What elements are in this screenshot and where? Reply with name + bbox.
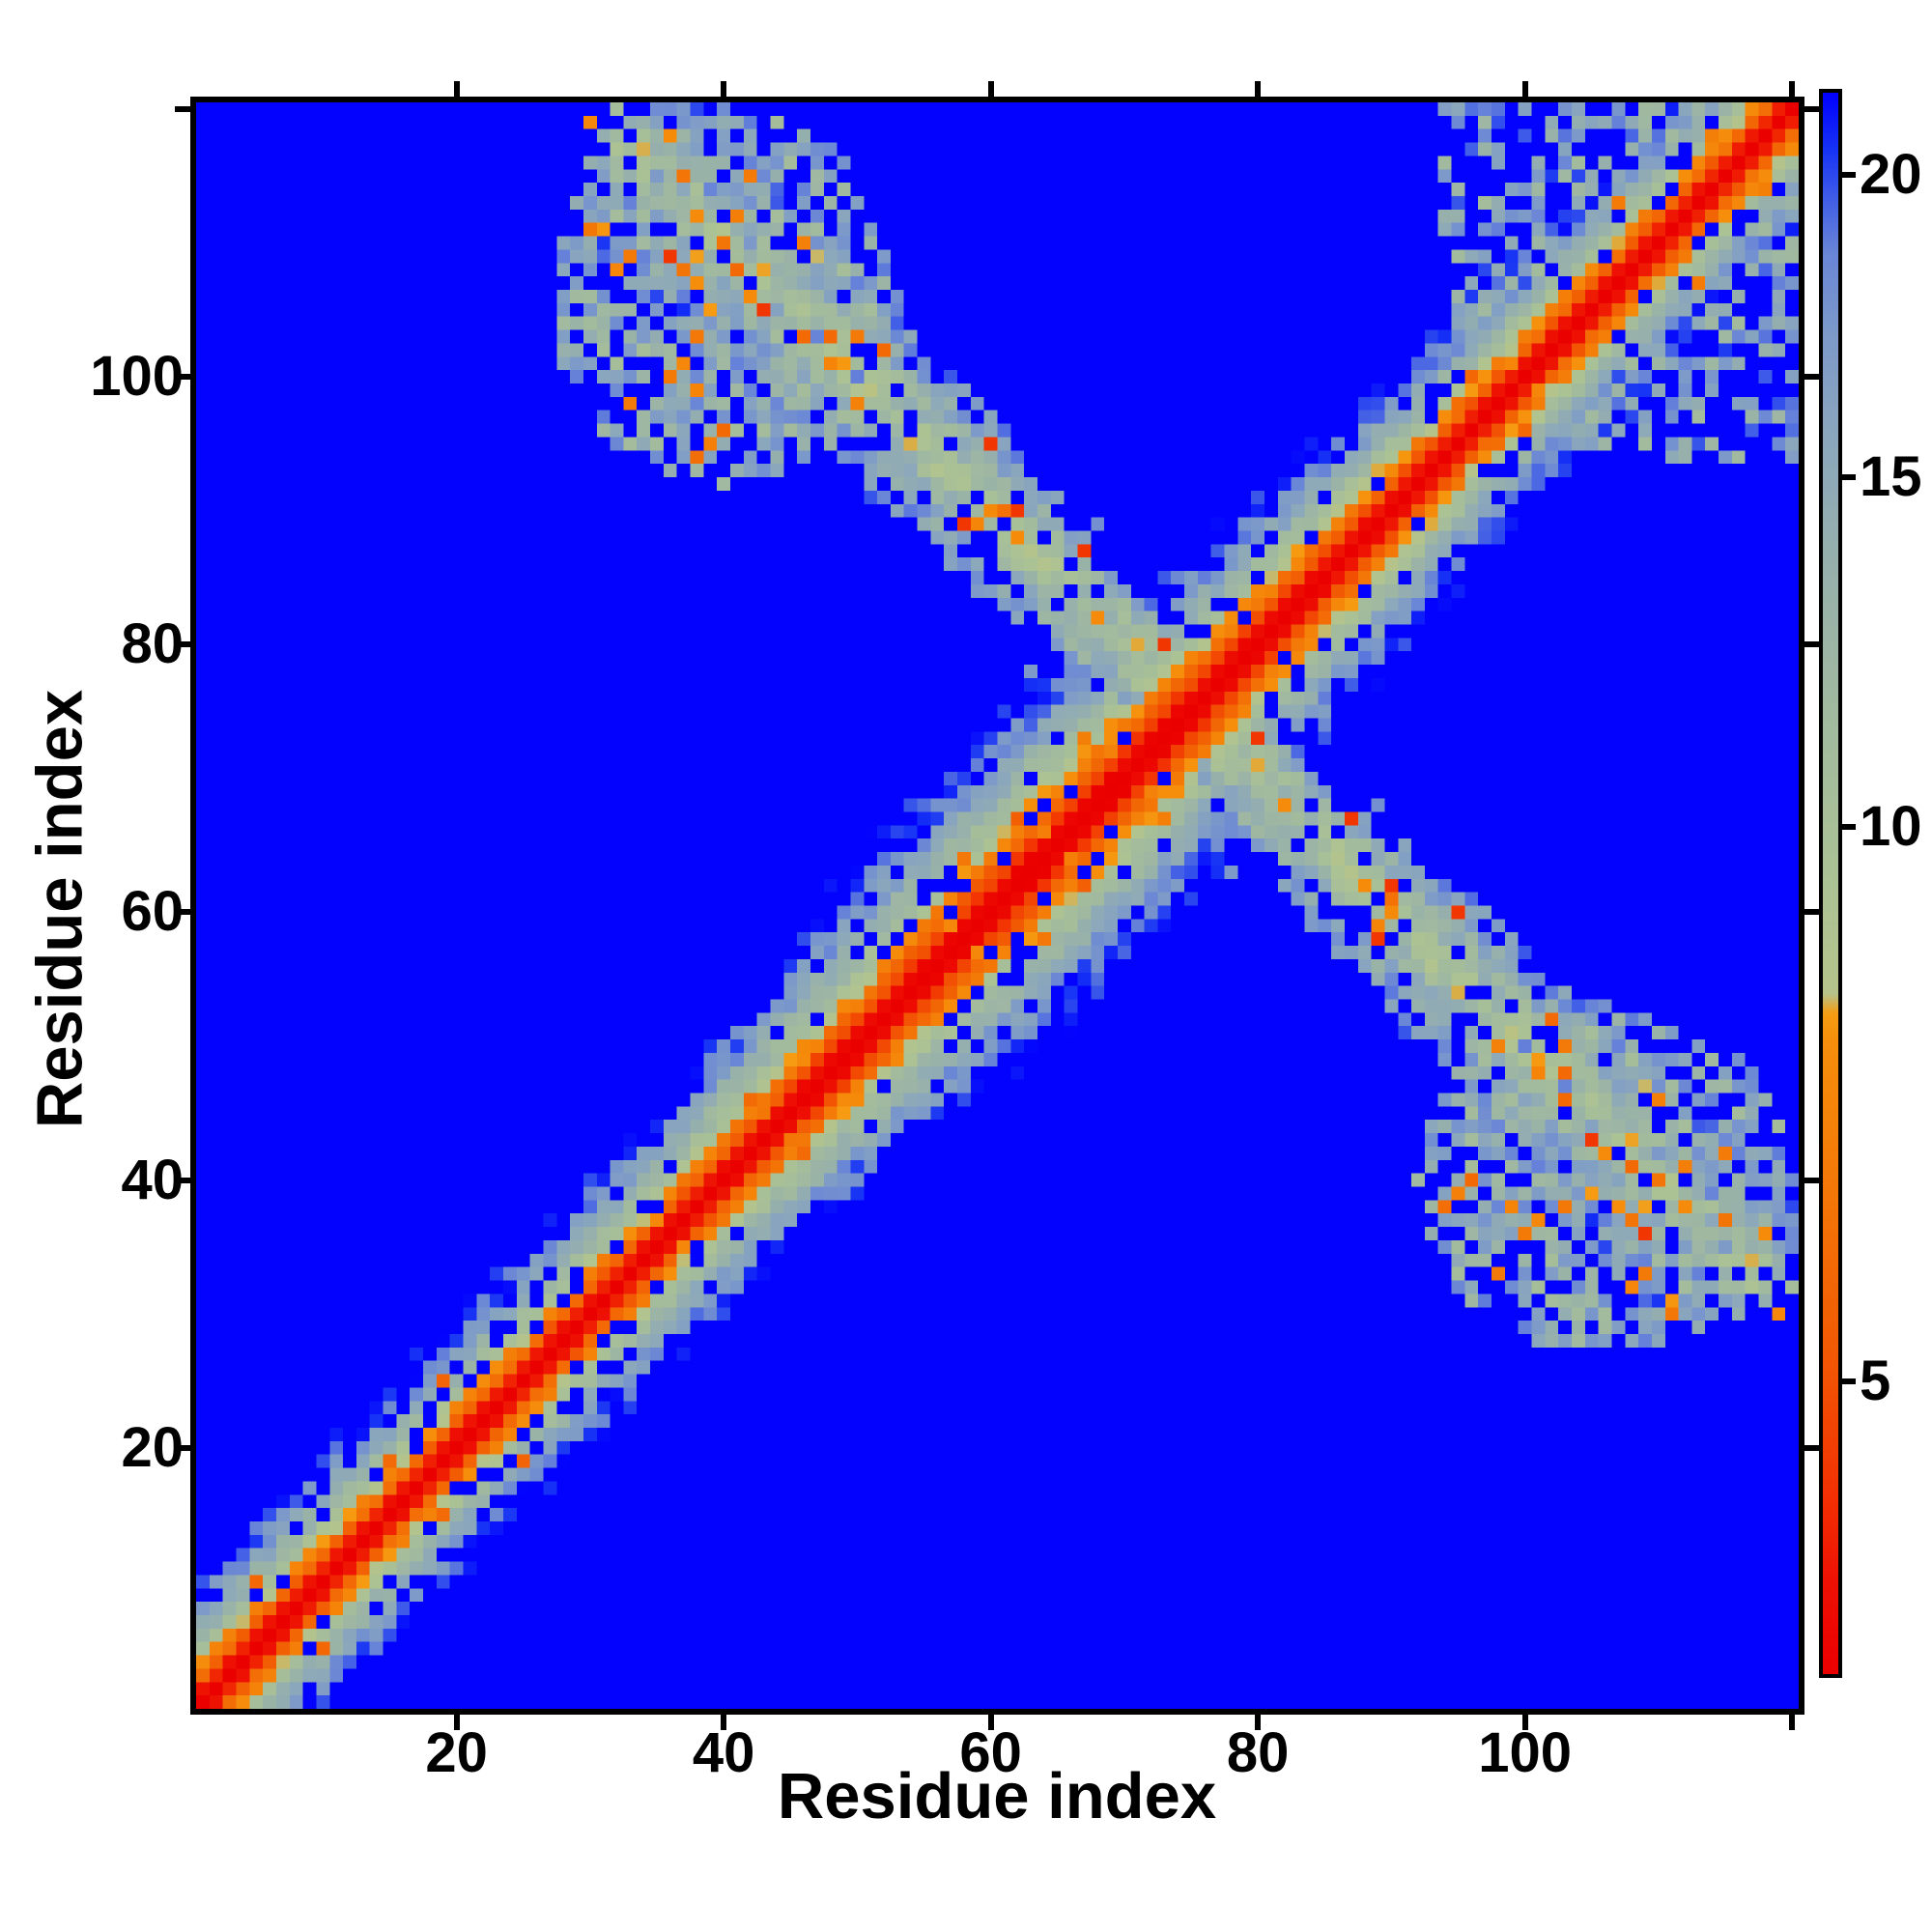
tick-mark — [1804, 1444, 1820, 1451]
colorbar-tick-label: 15 — [1860, 444, 1922, 508]
tick-mark — [453, 1715, 460, 1730]
tick-mark — [721, 81, 727, 97]
tick-mark — [1804, 374, 1820, 381]
colorbar-tick-label: 10 — [1860, 794, 1922, 858]
y-tick-label: 80 — [121, 612, 184, 676]
y-tick-label: 20 — [121, 1415, 184, 1479]
tick-mark — [1789, 1715, 1796, 1730]
tick-mark — [1255, 81, 1262, 97]
x-tick-label: 60 — [959, 1721, 1022, 1784]
tick-mark — [175, 374, 190, 381]
y-tick-label: 40 — [121, 1148, 184, 1211]
tick-mark — [175, 1444, 190, 1451]
colorbar-tick-mark — [1842, 473, 1856, 480]
tick-mark — [453, 81, 460, 97]
y-tick-label: 60 — [121, 880, 184, 944]
y-tick-label: 100 — [90, 345, 184, 409]
tick-mark — [175, 105, 190, 112]
colorbar-canvas — [1823, 93, 1838, 1674]
x-tick-label: 100 — [1478, 1721, 1572, 1784]
tick-mark — [175, 641, 190, 648]
tick-mark — [175, 1177, 190, 1183]
tick-mark — [1804, 1177, 1820, 1183]
x-tick-label: 20 — [425, 1721, 488, 1784]
colorbar-tick-label: 20 — [1860, 143, 1922, 207]
tick-mark — [1789, 81, 1796, 97]
tick-mark — [175, 909, 190, 916]
heatmap-canvas — [196, 102, 1799, 1709]
tick-mark — [1804, 641, 1820, 648]
x-tick-label: 80 — [1226, 1721, 1290, 1784]
y-axis-title: Residue index — [23, 689, 97, 1129]
x-tick-label: 40 — [692, 1721, 755, 1784]
plot-area — [190, 97, 1804, 1715]
colorbar-tick-mark — [1842, 823, 1856, 830]
colorbar-tick-mark — [1842, 172, 1856, 179]
tick-mark — [1255, 1715, 1262, 1730]
tick-mark — [1804, 909, 1820, 916]
colorbar — [1819, 89, 1842, 1678]
tick-mark — [987, 81, 994, 97]
x-axis-title: Residue index — [777, 1760, 1217, 1833]
tick-mark — [1521, 81, 1528, 97]
tick-mark — [721, 1715, 727, 1730]
tick-mark — [987, 1715, 994, 1730]
tick-mark — [1804, 105, 1820, 112]
tick-mark — [1521, 1715, 1528, 1730]
colorbar-tick-mark — [1842, 1378, 1856, 1385]
colorbar-tick-label: 5 — [1860, 1350, 1891, 1413]
